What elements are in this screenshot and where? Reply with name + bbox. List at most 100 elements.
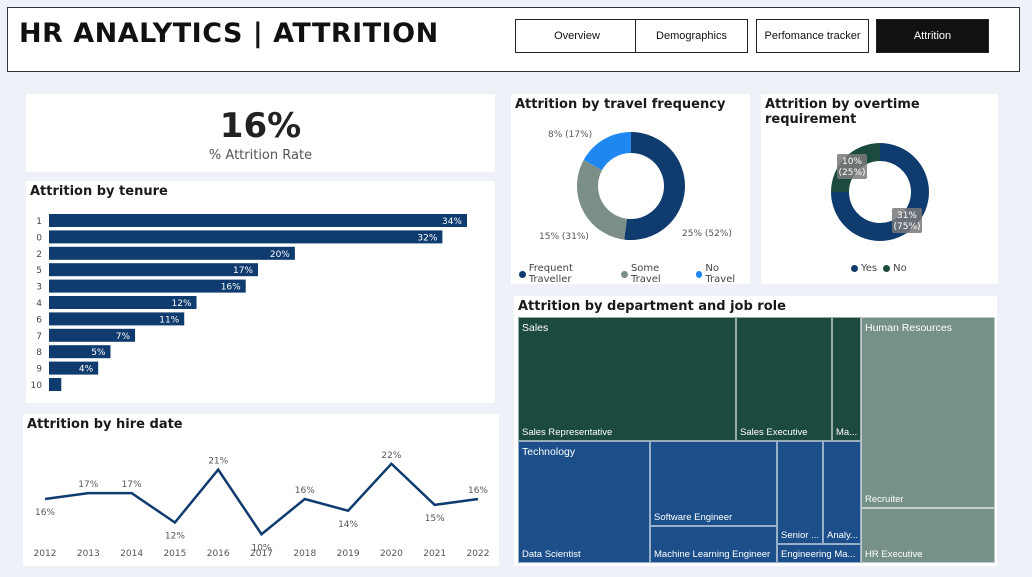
treemap-group-sales: Sales	[522, 322, 549, 334]
tenure-bar-label: 17%	[233, 266, 253, 276]
tenure-tick-label: 4	[36, 299, 42, 309]
tenure-bar-label: 32%	[417, 233, 437, 243]
hire-point-label: 15%	[425, 514, 445, 524]
nav-overview-button[interactable]: Overview	[515, 19, 639, 53]
tenure-bar-chart: 1 34% 0 32% 2 20% 5 17% 3 16% 4 12% 6 11% 7 7% 8 5% 9 4% 10	[31, 214, 467, 391]
nav-attrition-button[interactable]: Attrition	[876, 19, 989, 53]
tenure-tick-label: 1	[36, 217, 42, 227]
header-bar: HR ANALYTICS | ATTRITION Overview Demogr…	[7, 7, 1020, 72]
legend-no: No Travel	[695, 263, 750, 285]
hire-tick-label: 2018	[293, 549, 316, 559]
overtime-card: Attrition by overtime requirement 31% (75…	[761, 94, 998, 284]
hire-point-label: 14%	[338, 520, 358, 530]
treemap-software-engineer[interactable]: Software Engineer	[650, 441, 777, 526]
tenure-tick-label: 6	[36, 315, 42, 325]
overtime-label-bg	[837, 154, 867, 179]
overtime-label-bg	[892, 208, 922, 233]
tenure-bar[interactable]	[49, 279, 246, 293]
tenure-tick-label: 8	[36, 348, 42, 358]
treemap-hr-executive[interactable]: HR Executive	[861, 508, 995, 563]
hire-tick-label: 2014	[120, 549, 143, 559]
tenure-tick-label: 5	[36, 266, 42, 276]
hire-point-label: 21%	[208, 457, 228, 467]
tenure-bar[interactable]	[49, 345, 111, 359]
hire-card: Attrition by hire date 16% 2012 17% 2013 17%…	[23, 414, 499, 566]
nav-demographics-button[interactable]: Demographics	[635, 19, 748, 53]
hire-point-label: 17%	[122, 480, 142, 490]
overtime-title: Attrition by overtime requirement	[765, 97, 920, 127]
tenure-bar-label: 4%	[79, 365, 94, 375]
travel-donut-chart: 25% (52%) 15% (31%) 8% (17%)	[539, 130, 732, 242]
treemap-sales-representative[interactable]: Sales Sales Representative	[518, 317, 736, 441]
travel-slice-label: 15% (31%)	[539, 232, 589, 242]
kpi-card: 16% % Attrition Rate	[26, 94, 495, 172]
tenure-bar-label: 5%	[91, 348, 106, 358]
hire-point-label: 10%	[251, 543, 271, 553]
hire-point-label: 16%	[35, 508, 55, 518]
overtime-donut-chart: 31% (75%) 10% (25%)	[831, 143, 929, 241]
overtime-legend: Yes No	[851, 263, 907, 274]
donut-slice[interactable]	[577, 159, 627, 240]
tenure-bar-label: 34%	[442, 217, 462, 227]
treemap-group-technology: Technology	[522, 446, 576, 458]
travel-legend: Frequent Traveller Some Travel No Travel	[519, 263, 750, 285]
tenure-tick-label: 10	[31, 381, 43, 391]
tenure-bar[interactable]	[49, 361, 99, 375]
tenure-bar[interactable]	[49, 296, 197, 309]
kpi-label: % Attrition Rate	[208, 148, 313, 163]
hire-tick-label: 2020	[380, 549, 403, 559]
tenure-bar-label: 7%	[116, 332, 131, 342]
treemap-sales-manager[interactable]: Ma...	[832, 317, 861, 441]
tenure-tick-label: 7	[36, 332, 42, 342]
kpi-value: 16%	[219, 106, 302, 146]
legend-yes: Yes	[851, 263, 877, 274]
tenure-bar[interactable]	[49, 328, 136, 342]
treemap-analyst[interactable]: Analy...	[823, 441, 861, 544]
treemap-sales-executive[interactable]: Sales Executive	[736, 317, 832, 441]
hire-tick-label: 2022	[467, 549, 490, 559]
tenure-tick-label: 3	[36, 283, 42, 293]
overtime-slice-label: 10% (25%)	[838, 157, 865, 178]
travel-slice-label: 8% (17%)	[548, 130, 592, 140]
tenure-bar-label: 12%	[172, 299, 192, 309]
tenure-bar[interactable]	[49, 378, 62, 391]
tenure-bar[interactable]	[49, 246, 295, 260]
tenure-tick-label: 0	[36, 233, 42, 243]
hire-title: Attrition by hire date	[27, 417, 183, 432]
travel-slice-label: 25% (52%)	[682, 229, 732, 239]
tenure-tick-label: 9	[36, 365, 42, 375]
legend-no-overtime: No	[883, 263, 907, 274]
treemap-ml-engineer[interactable]: Machine Learning Engineer	[650, 526, 777, 563]
dept-treemap: Sales Sales Representative Sales Executi…	[518, 317, 995, 563]
tenure-bar[interactable]	[49, 263, 258, 277]
hire-tick-label: 2019	[337, 549, 360, 559]
treemap-engineering-manager[interactable]: Engineering Ma...	[777, 544, 861, 563]
hire-tick-label: 2021	[423, 549, 446, 559]
nav-performance-tracker-button[interactable]: Perfomance tracker	[756, 19, 869, 53]
tenure-tick-label: 2	[36, 250, 42, 260]
legend-some: Some Travel	[621, 263, 689, 285]
hire-tick-label: 2012	[34, 549, 57, 559]
dept-card: Attrition by department and job role Sal…	[514, 296, 997, 566]
tenure-bar[interactable]	[49, 230, 443, 244]
treemap-data-scientist[interactable]: Technology Data Scientist	[518, 441, 650, 563]
hire-tick-label: 2013	[77, 549, 100, 559]
treemap-senior[interactable]: Senior ...	[777, 441, 823, 544]
hire-point-label: 16%	[468, 486, 488, 496]
hire-line-chart: 16%201217%201317%201412%201521%201610%20…	[34, 451, 490, 559]
tenure-bar-label: 20%	[270, 250, 290, 260]
hire-point-label: 17%	[78, 480, 98, 490]
donut-slice[interactable]	[583, 132, 631, 171]
tenure-bar[interactable]	[49, 214, 467, 227]
hire-point-label: 16%	[295, 486, 315, 496]
tenure-bar[interactable]	[49, 312, 185, 326]
legend-frequent: Frequent Traveller	[519, 263, 615, 285]
treemap-recruiter[interactable]: Human Resources Recruiter	[861, 317, 995, 508]
hire-series-line[interactable]	[44, 461, 479, 537]
donut-slice[interactable]	[624, 132, 685, 240]
tenure-bar-label: 16%	[221, 283, 241, 293]
tenure-bar-label: 11%	[159, 315, 179, 325]
hire-tick-label: 2015	[163, 549, 186, 559]
hire-tick-label: 2016	[207, 549, 230, 559]
